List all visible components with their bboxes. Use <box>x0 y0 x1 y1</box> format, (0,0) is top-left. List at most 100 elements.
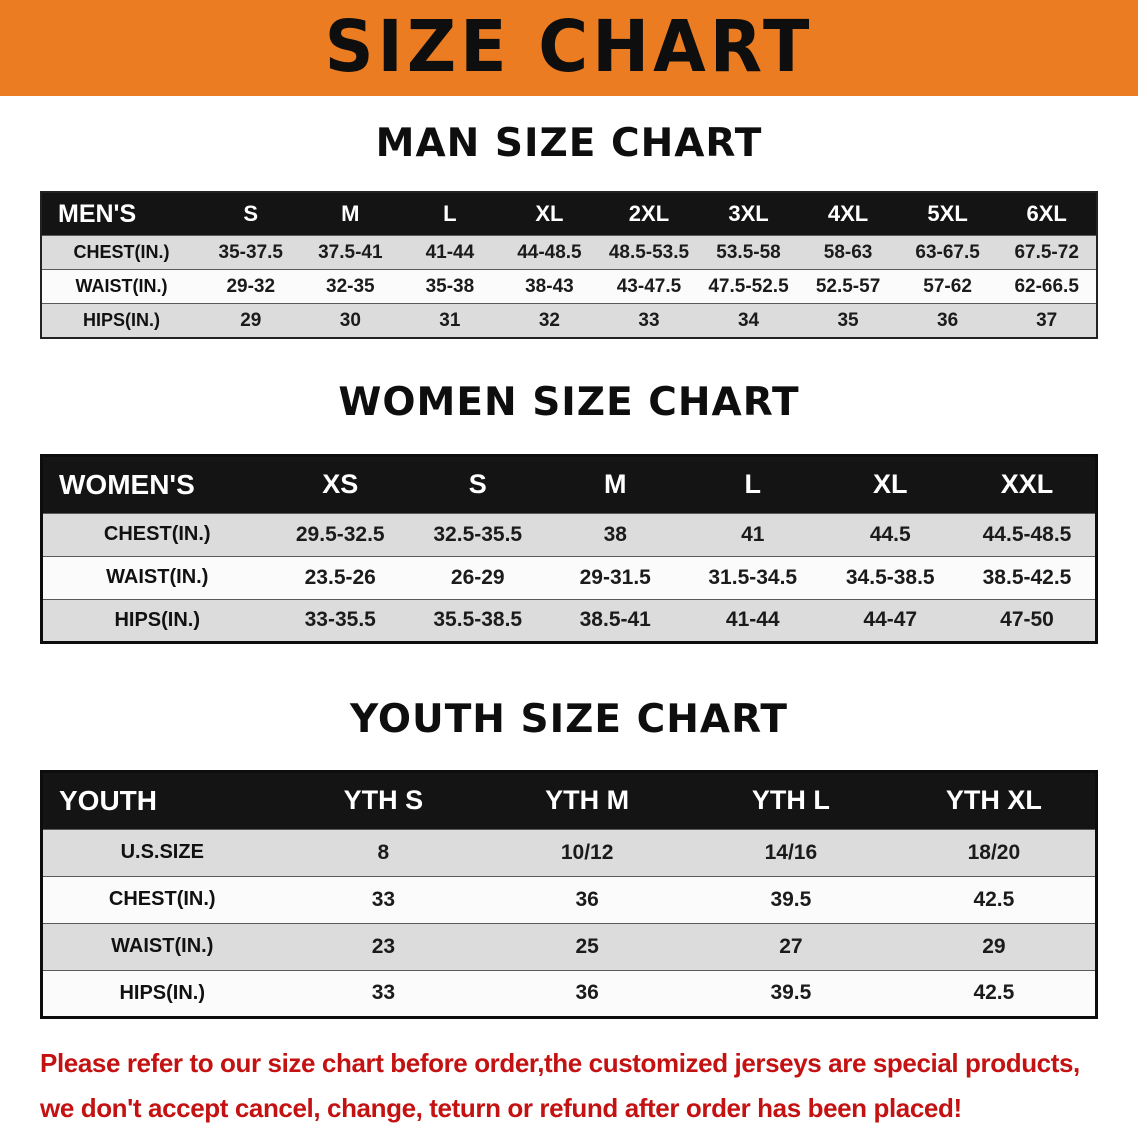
row-label-cell: HIPS(IN.) <box>41 303 201 338</box>
value-cell: 10/12 <box>485 828 689 877</box>
size-header-cell: XL <box>821 455 959 514</box>
value-cell: 43-47.5 <box>599 269 699 304</box>
measurement-row: HIPS(IN.) 33 36 39.5 42.5 <box>41 969 1097 1018</box>
size-header-cell: 3XL <box>698 191 799 236</box>
value-cell: 38.5-41 <box>546 598 684 643</box>
value-cell: 27 <box>689 922 893 971</box>
men-section-heading: MAN SIZE CHART <box>375 121 763 166</box>
value-cell: 34 <box>698 303 799 338</box>
value-cell: 36 <box>485 969 689 1018</box>
measurement-row: WAIST(IN.) 23.5-26 26-29 29-31.5 31.5-34.5 34… <box>41 555 1097 600</box>
value-cell: 29-32 <box>201 269 301 304</box>
women-section-heading: WOMEN SIZE CHART <box>338 379 800 425</box>
size-header-cell: M <box>546 455 684 514</box>
value-cell: 48.5-53.5 <box>599 235 699 270</box>
size-header-cell: M <box>300 191 401 236</box>
value-cell: 33 <box>281 969 486 1018</box>
value-cell: 52.5-57 <box>798 269 898 304</box>
value-cell: 14/16 <box>689 828 893 877</box>
size-header-cell: YTH XL <box>892 771 1097 830</box>
value-cell: 41 <box>684 512 822 557</box>
size-header-cell: 6XL <box>997 191 1097 236</box>
size-header-cell: XXL <box>959 455 1097 514</box>
disclaimer-line-1: Please refer to our size chart before or… <box>40 1047 1080 1078</box>
value-cell: 42.5 <box>892 969 1097 1018</box>
measurement-row: WAIST(IN.) 29-32 32-35 35-38 38-43 43-47.5 47.… <box>41 269 1097 304</box>
value-cell: 29.5-32.5 <box>271 512 409 557</box>
row-label-cell: WAIST(IN.) <box>41 555 272 600</box>
value-cell: 41-44 <box>684 598 822 643</box>
value-cell: 38.5-42.5 <box>959 555 1097 600</box>
value-cell: 29-31.5 <box>546 555 684 600</box>
value-cell: 23.5-26 <box>271 555 409 600</box>
value-cell: 31.5-34.5 <box>684 555 822 600</box>
value-cell: 67.5-72 <box>997 235 1097 270</box>
row-label-cell: HIPS(IN.) <box>41 598 272 643</box>
measurement-row: CHEST(IN.) 33 36 39.5 42.5 <box>41 875 1097 924</box>
value-cell: 8 <box>281 828 486 877</box>
value-cell: 38 <box>546 512 684 557</box>
size-header-cell: XS <box>271 455 409 514</box>
table-header-row: MEN'S S M L XL 2XL 3XL 4XL 5XL 6XL <box>41 191 1097 236</box>
table-title-cell: YOUTH <box>41 771 282 830</box>
size-chart-banner: SIZE CHART <box>0 0 1138 96</box>
size-header-cell: XL <box>499 191 600 236</box>
size-header-cell: S <box>201 191 301 236</box>
value-cell: 44-48.5 <box>499 235 600 270</box>
order-disclaimer-note: Please refer to our size chart before or… <box>40 1041 1100 1132</box>
value-cell: 35-38 <box>400 269 500 304</box>
row-label-cell: CHEST(IN.) <box>41 512 272 557</box>
value-cell: 41-44 <box>400 235 500 270</box>
value-cell: 35.5-38.5 <box>409 598 547 643</box>
value-cell: 58-63 <box>798 235 898 270</box>
size-header-cell: S <box>409 455 547 514</box>
measurement-row: CHEST(IN.) 29.5-32.5 32.5-35.5 38 41 44.5 44.5… <box>41 512 1097 557</box>
page-title: SIZE CHART <box>324 6 814 89</box>
men-size-table: MEN'S S M L XL 2XL 3XL 4XL 5XL 6XL CHEST(IN.) 35-37… <box>40 190 1098 339</box>
value-cell: 39.5 <box>689 875 893 924</box>
value-cell: 47-50 <box>959 598 1097 643</box>
table-header-row: YOUTH YTH S YTH M YTH L YTH XL <box>41 771 1097 830</box>
value-cell: 44.5-48.5 <box>959 512 1097 557</box>
value-cell: 44.5 <box>821 512 959 557</box>
value-cell: 33 <box>599 303 699 338</box>
table-title-cell: WOMEN'S <box>41 455 272 514</box>
value-cell: 62-66.5 <box>997 269 1097 304</box>
value-cell: 44-47 <box>821 598 959 643</box>
youth-section-heading: YOUTH SIZE CHART <box>350 696 788 742</box>
value-cell: 42.5 <box>892 875 1097 924</box>
value-cell: 29 <box>201 303 301 338</box>
measurement-row: HIPS(IN.) 33-35.5 35.5-38.5 38.5-41 41-44 44-… <box>41 598 1097 643</box>
value-cell: 35 <box>798 303 898 338</box>
value-cell: 23 <box>281 922 486 971</box>
row-label-cell: WAIST(IN.) <box>41 269 201 304</box>
value-cell: 37 <box>997 303 1097 338</box>
value-cell: 36 <box>897 303 998 338</box>
value-cell: 26-29 <box>409 555 547 600</box>
measurement-row: WAIST(IN.) 23 25 27 29 <box>41 922 1097 971</box>
size-header-cell: 4XL <box>798 191 898 236</box>
value-cell: 33-35.5 <box>271 598 409 643</box>
value-cell: 18/20 <box>892 828 1097 877</box>
women-size-table: WOMEN'S XS S M L XL XXL CHEST(IN.) 29.5-32.5 32.5… <box>40 453 1098 644</box>
row-label-cell: WAIST(IN.) <box>41 922 282 971</box>
measurement-row: CHEST(IN.) 35-37.5 37.5-41 41-44 44-48.5 48.5… <box>41 235 1097 270</box>
value-cell: 31 <box>400 303 500 338</box>
size-header-cell: 5XL <box>897 191 998 236</box>
table-title-cell: MEN'S <box>41 191 201 236</box>
value-cell: 39.5 <box>689 969 893 1018</box>
value-cell: 30 <box>300 303 401 338</box>
value-cell: 33 <box>281 875 486 924</box>
table-header-row: WOMEN'S XS S M L XL XXL <box>41 455 1097 514</box>
measurement-row: HIPS(IN.) 29 30 31 32 33 34 35 36 37 <box>41 303 1097 338</box>
disclaimer-line-2: we don't accept cancel, change, teturn o… <box>40 1093 962 1124</box>
value-cell: 47.5-52.5 <box>698 269 799 304</box>
value-cell: 32 <box>499 303 600 338</box>
value-cell: 29 <box>892 922 1097 971</box>
row-label-cell: HIPS(IN.) <box>41 969 282 1018</box>
size-header-cell: YTH L <box>689 771 893 830</box>
value-cell: 32.5-35.5 <box>409 512 547 557</box>
value-cell: 35-37.5 <box>201 235 301 270</box>
value-cell: 32-35 <box>300 269 401 304</box>
row-label-cell: CHEST(IN.) <box>41 875 282 924</box>
